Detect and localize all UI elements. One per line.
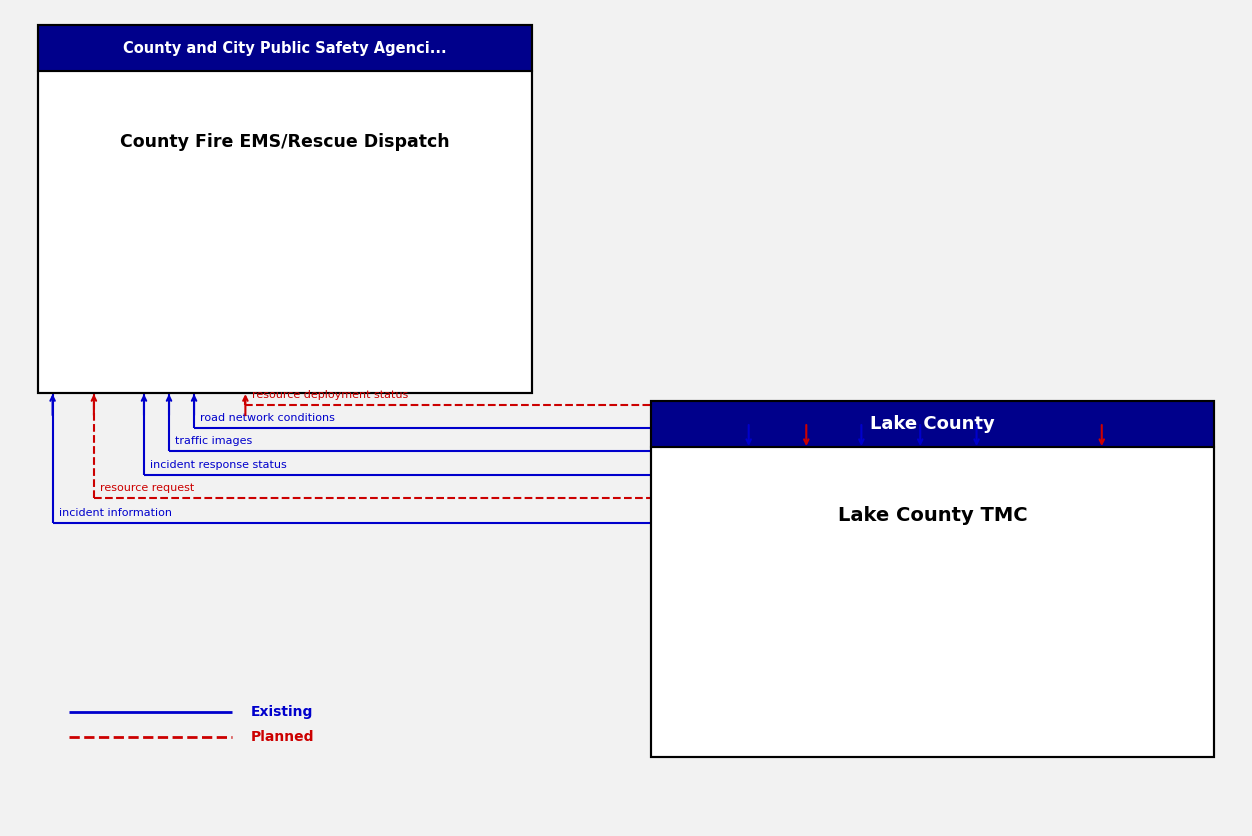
Text: County and City Public Safety Agenci...: County and City Public Safety Agenci... [123, 41, 447, 55]
Text: incident response status: incident response status [150, 460, 287, 470]
Text: County Fire EMS/Rescue Dispatch: County Fire EMS/Rescue Dispatch [120, 133, 449, 150]
Bar [651, 447, 1214, 757]
Text: road network conditions: road network conditions [200, 413, 336, 423]
Text: Planned: Planned [250, 731, 314, 744]
Text: Existing: Existing [250, 706, 313, 719]
Bar [651, 401, 1214, 757]
Bar [651, 401, 1214, 447]
Bar [38, 25, 532, 71]
Text: resource request: resource request [100, 483, 194, 493]
Text: Lake County TMC: Lake County TMC [838, 506, 1028, 525]
Text: resource deployment status: resource deployment status [252, 390, 408, 400]
Bar [38, 71, 532, 393]
Bar [38, 25, 532, 393]
Text: traffic images: traffic images [175, 436, 253, 446]
Text: Lake County: Lake County [870, 415, 995, 433]
Text: incident information: incident information [59, 508, 172, 518]
